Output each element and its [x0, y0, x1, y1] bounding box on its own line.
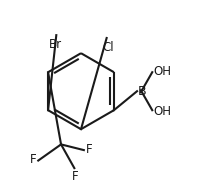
Text: Cl: Cl [103, 41, 114, 54]
Text: F: F [86, 143, 92, 156]
Text: OH: OH [153, 105, 171, 118]
Text: B: B [138, 85, 147, 98]
Text: Br: Br [49, 38, 62, 51]
Text: F: F [72, 170, 79, 183]
Text: F: F [30, 153, 36, 166]
Text: OH: OH [153, 65, 171, 78]
